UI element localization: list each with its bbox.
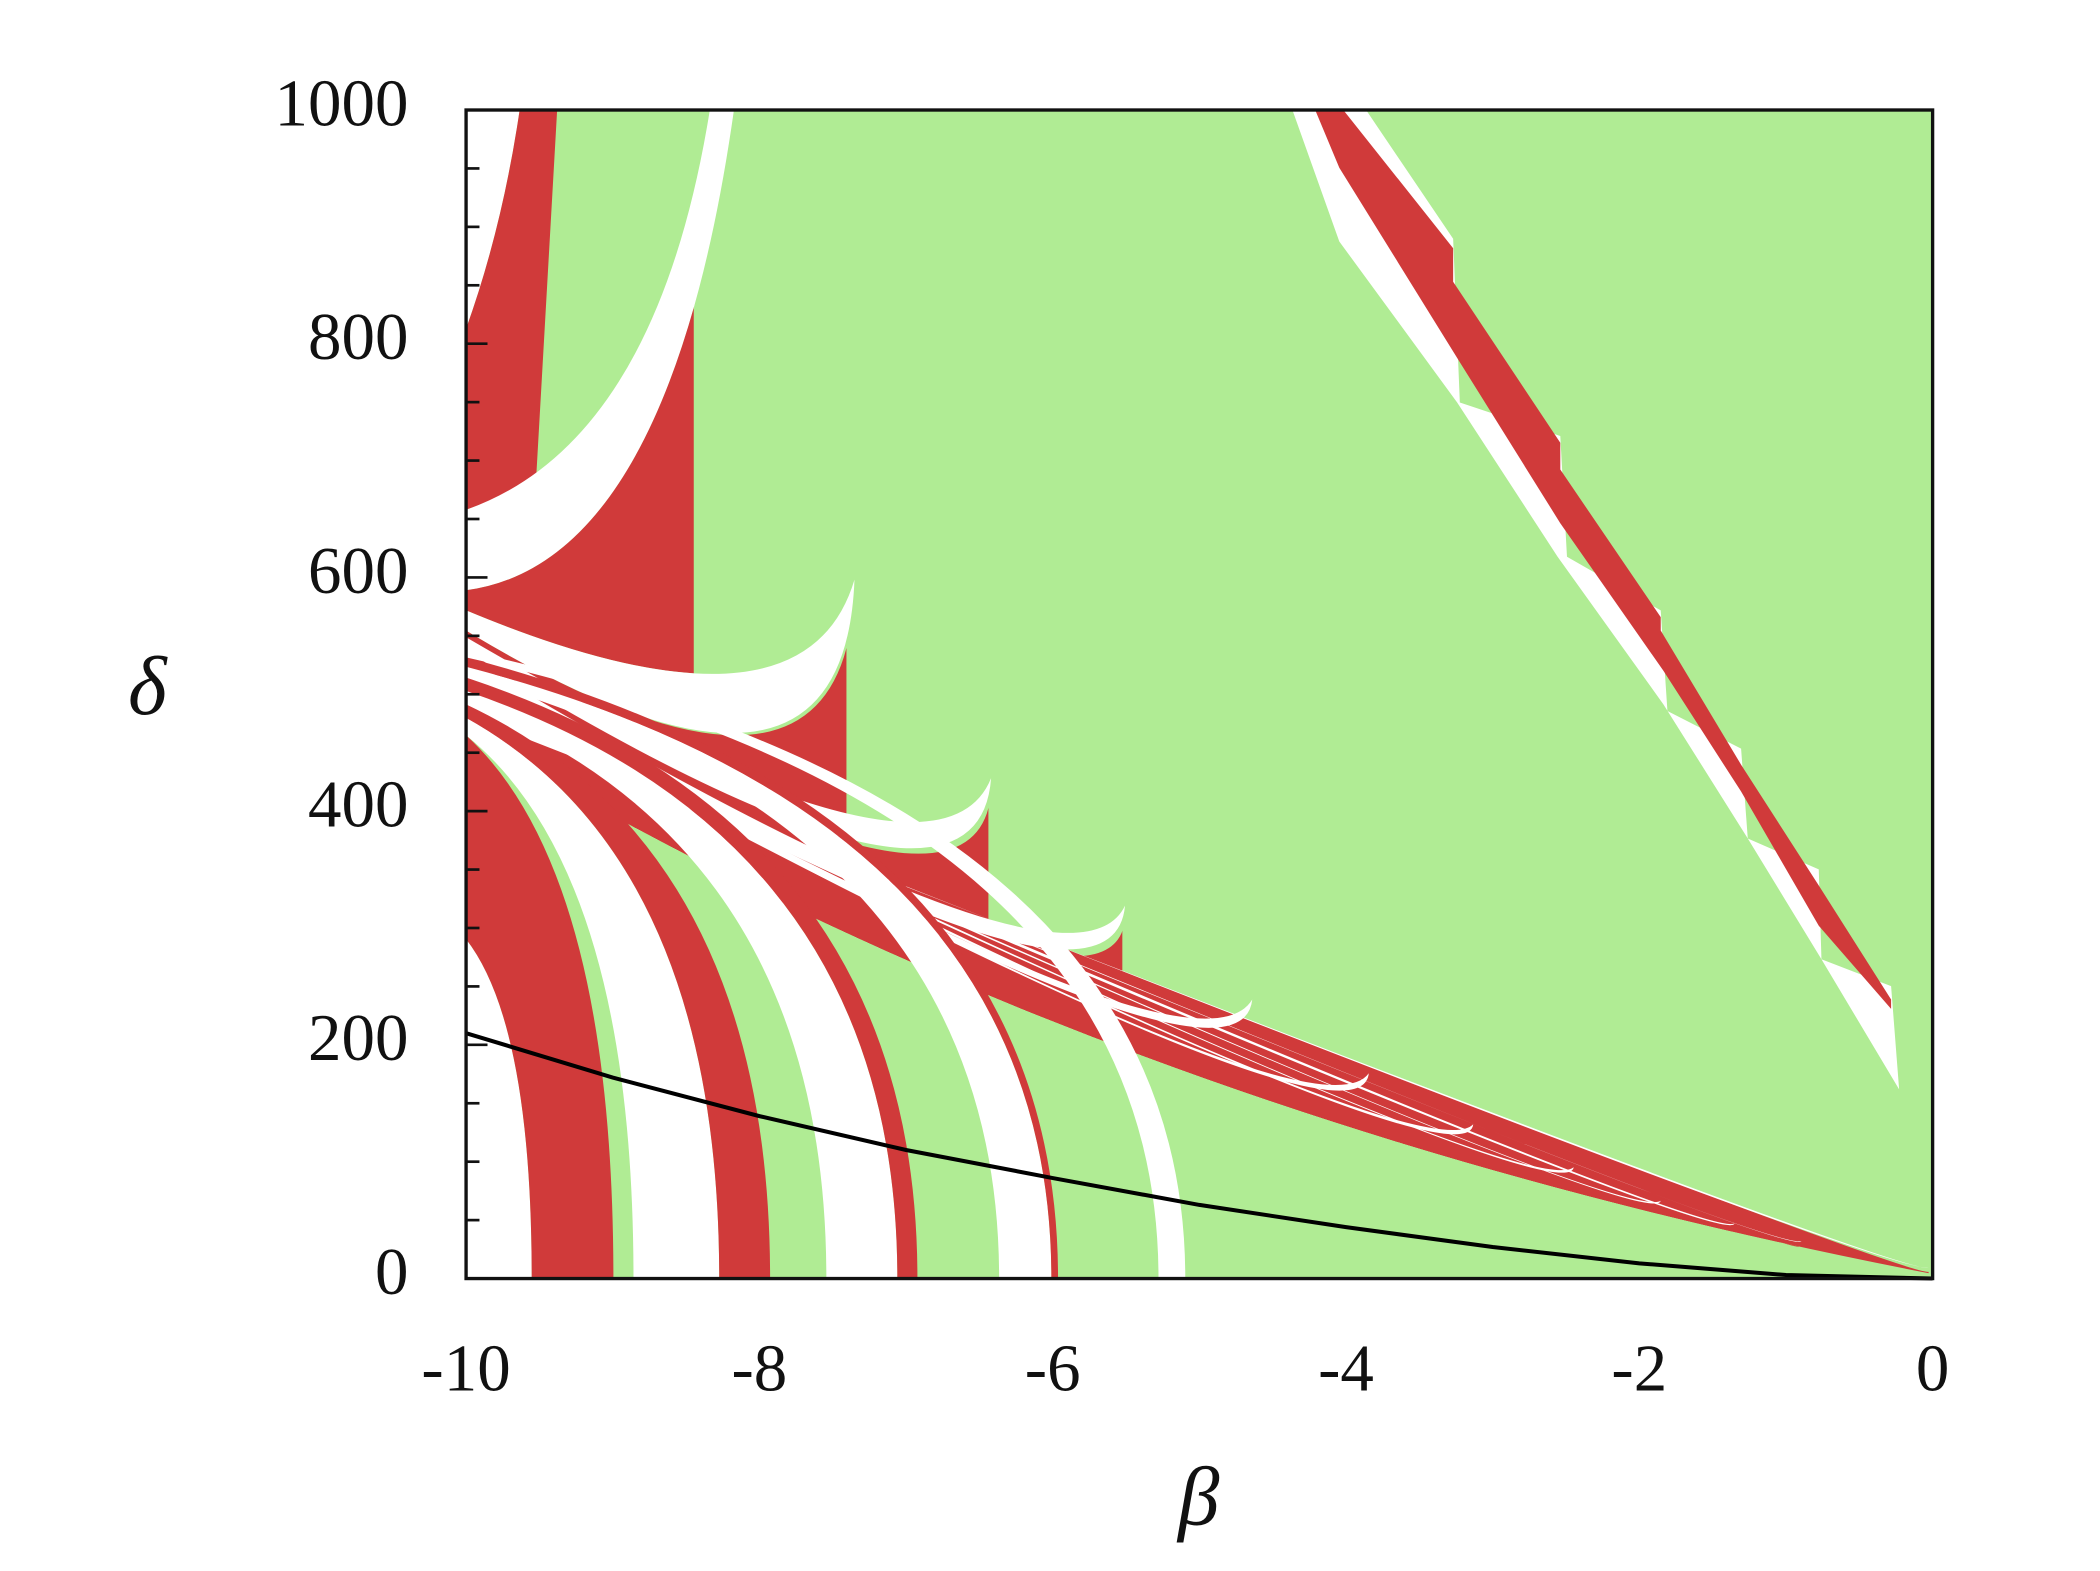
figure: δ β 0 200 400 600 800 1000 -10 -8 -6 -4 -2 0 <box>128 66 1949 1542</box>
region <box>466 110 558 510</box>
x-tick-label: -10 <box>421 1331 510 1405</box>
y-tick-label: 1000 <box>275 66 409 140</box>
x-tick-label: -6 <box>1025 1331 1081 1405</box>
region <box>466 110 734 591</box>
region <box>466 579 855 734</box>
plot <box>465 1031 1933 1281</box>
y-tick-label: 400 <box>308 767 408 841</box>
region <box>466 677 918 1279</box>
region <box>466 704 771 1279</box>
x-axis-label: β <box>1176 1450 1220 1542</box>
x-tick-label: -2 <box>1611 1331 1667 1405</box>
region <box>466 650 1186 1279</box>
region <box>466 110 520 329</box>
region <box>466 939 532 1279</box>
line-series <box>465 1031 1933 1281</box>
x-tick-label: 0 <box>1916 1331 1949 1405</box>
region <box>466 735 614 1279</box>
y-tick-label: 200 <box>308 1001 408 1075</box>
region <box>466 717 720 1279</box>
y-axis-label: δ <box>128 640 168 732</box>
region <box>466 690 898 1279</box>
x-tick-label: -4 <box>1318 1331 1374 1405</box>
region <box>1292 110 1900 1090</box>
region <box>466 637 992 849</box>
region <box>466 666 1052 1279</box>
y-tick-label: 800 <box>308 300 408 374</box>
region <box>466 307 694 674</box>
x-tick-label: -8 <box>731 1331 787 1405</box>
region <box>1315 110 1892 1009</box>
regions <box>466 110 1933 1279</box>
y-tick-label: 0 <box>375 1235 408 1309</box>
y-tick-label: 600 <box>308 534 408 608</box>
region <box>466 657 1059 1279</box>
